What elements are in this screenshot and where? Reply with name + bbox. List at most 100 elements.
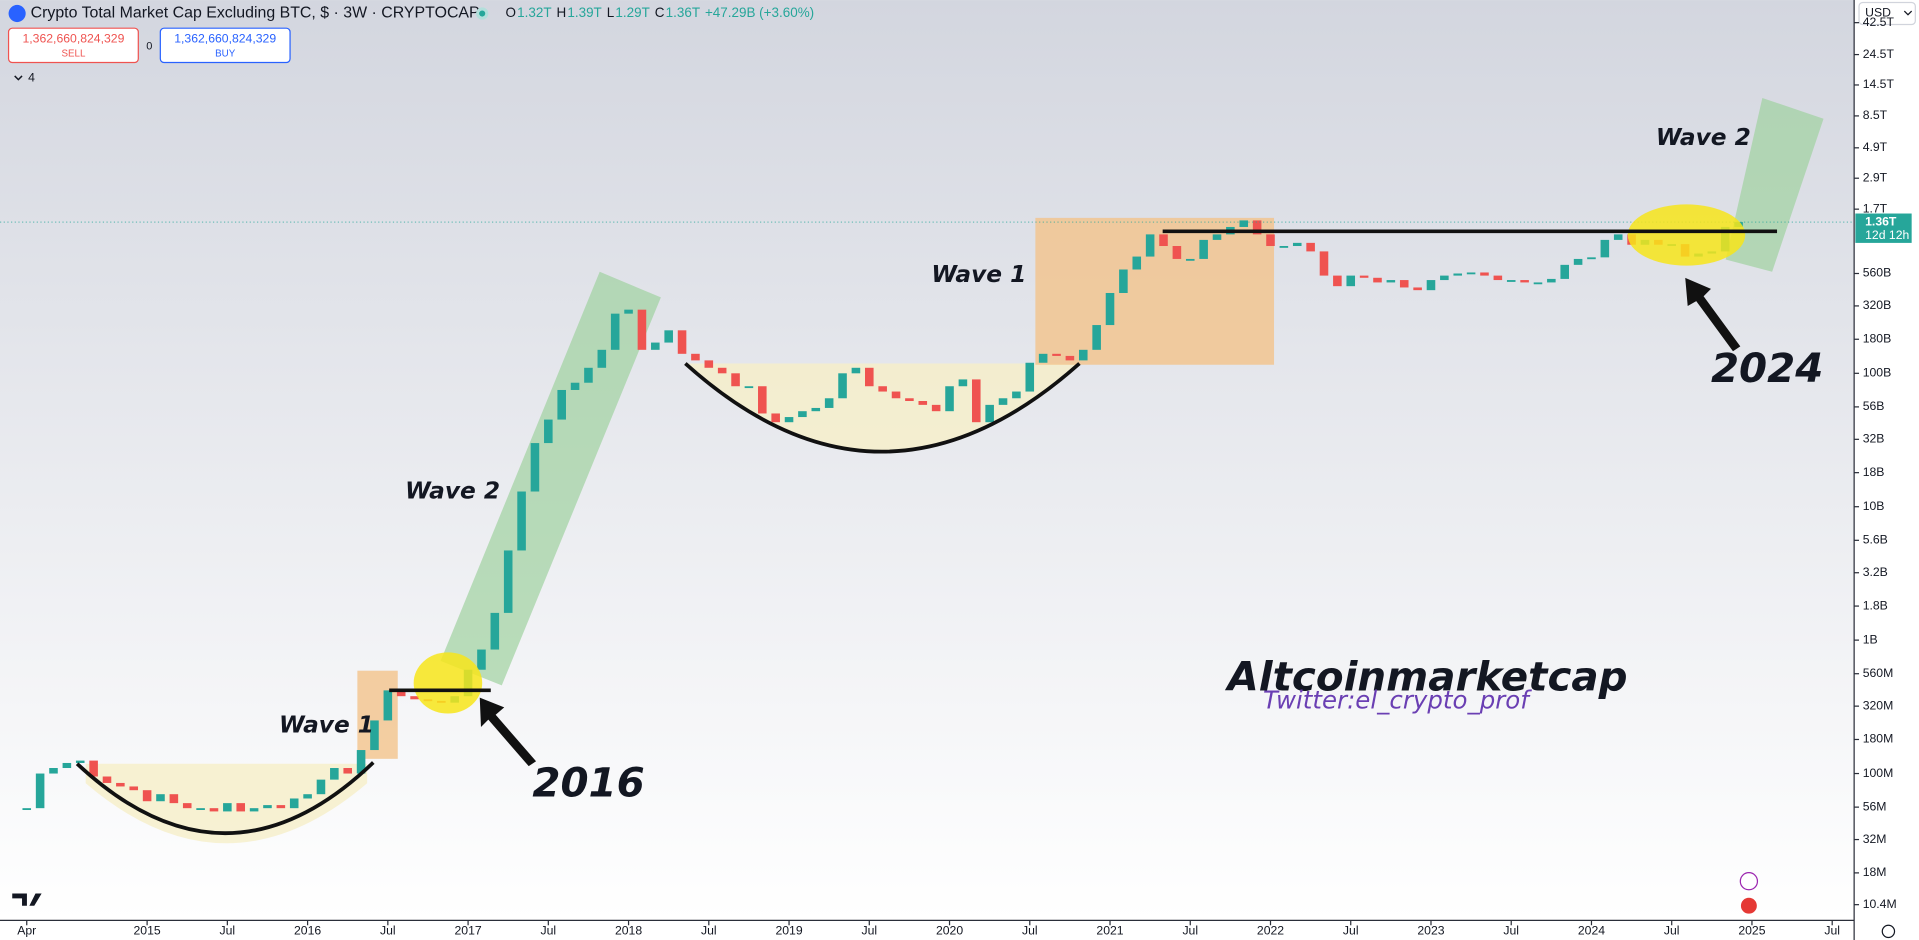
candle (798, 411, 807, 418)
candle (530, 443, 540, 492)
x-tick-label: 2020 (936, 924, 963, 938)
currency-button[interactable] (1858, 1, 1916, 26)
arrow (479, 697, 537, 767)
candle (22, 808, 32, 811)
candle (1506, 280, 1516, 282)
x-tick-label: 2021 (1096, 924, 1123, 938)
annotation: Wave 2 (1656, 124, 1751, 151)
y-tick-label: 10B (1863, 499, 1885, 513)
x-tick-label: Jul (861, 924, 877, 938)
candle (1386, 280, 1396, 283)
symbol-icon (8, 4, 26, 23)
candle (1012, 391, 1021, 399)
y-tick-label: 32M (1863, 832, 1887, 846)
candle (62, 762, 72, 769)
candle (1373, 277, 1382, 283)
candle (1252, 220, 1262, 235)
annotation: 2024 (1711, 345, 1823, 392)
chevron[interactable] (14, 75, 23, 81)
candle (169, 794, 179, 804)
arrow (1685, 277, 1741, 352)
candle (343, 768, 352, 774)
x-tick-label: Jul (1022, 924, 1038, 938)
candle (838, 373, 847, 399)
y-tick-label: 18M (1863, 865, 1887, 879)
candle (1413, 287, 1422, 291)
cup-curve (75, 761, 375, 836)
candle (878, 386, 887, 392)
time-scale-background (0, 920, 1855, 940)
spread: 0 (146, 40, 152, 52)
candle (557, 389, 566, 420)
candle (570, 382, 580, 390)
candle (851, 367, 861, 374)
candle (1025, 362, 1035, 392)
y-tick-label: 10.4M (1863, 897, 1897, 911)
candle (758, 386, 767, 414)
highlight-ellipse (413, 652, 483, 714)
y-tick-label: 180M (1863, 732, 1894, 746)
y-tick-label: 560B (1863, 266, 1892, 280)
candle (597, 349, 607, 368)
candle (1493, 275, 1503, 281)
candle (330, 768, 339, 780)
candle (664, 330, 673, 343)
candle (704, 360, 714, 368)
candle (1292, 242, 1302, 247)
y-tick-label: 5.6B (1863, 533, 1888, 547)
y-tick-label: 8.5T (1863, 108, 1888, 122)
price-scale-background (1854, 0, 1919, 940)
price-tag-value: 1.36T (1865, 214, 1897, 228)
x-tick-label: Jul (541, 924, 557, 938)
annotation: Wave 2 (405, 478, 500, 505)
candle (624, 309, 633, 314)
buy-label: BUY (215, 48, 236, 59)
x-tick-label: Jul (701, 924, 717, 938)
ohlc-value: 1.39T (567, 5, 601, 20)
highlight-ellipse (1627, 204, 1746, 266)
candle (1145, 234, 1155, 257)
indicator-count[interactable]: 4 (28, 71, 35, 85)
y-tick-label: 18B (1863, 465, 1885, 479)
y-tick-label: 14.5T (1863, 77, 1895, 91)
candle (1306, 242, 1315, 252)
candle (1587, 257, 1596, 260)
event-icon[interactable] (1739, 896, 1759, 915)
annotations: Wave 1 2016 Wave 2 Wave 1 Wave 2 2024 Al… (279, 124, 1823, 807)
currency[interactable]: USD (1865, 6, 1891, 20)
candle (1480, 272, 1489, 276)
candle (1453, 273, 1463, 276)
candle (156, 794, 165, 802)
candle (544, 419, 553, 444)
y-tick-label: 32B (1863, 432, 1885, 446)
candle (1065, 355, 1075, 361)
sell-button[interactable] (7, 27, 139, 64)
buy-button[interactable] (159, 27, 291, 64)
candle (1520, 280, 1529, 283)
candle (998, 398, 1008, 405)
x-tick-label: 2016 (294, 924, 321, 938)
x-tick-label: Jul (1824, 924, 1840, 938)
candle (249, 808, 259, 812)
settings-icon[interactable] (1881, 924, 1896, 939)
candle (209, 808, 219, 812)
x-tick-label: 2019 (775, 924, 802, 938)
event-icon[interactable] (1739, 872, 1759, 891)
candle (396, 690, 406, 697)
tv-logo[interactable] (12, 893, 42, 906)
y-tick-label: 560M (1863, 666, 1894, 680)
candle (1105, 292, 1115, 326)
wave-box (1035, 217, 1275, 365)
candle (410, 696, 419, 700)
candle (276, 805, 286, 809)
candle (1573, 258, 1583, 265)
y-tick-label: 1.7T (1863, 201, 1888, 215)
candle (490, 612, 500, 650)
candle (744, 386, 754, 389)
symbol-title[interactable]: Crypto Total Market Cap Excluding BTC, $… (31, 5, 480, 22)
ohlc-value: 1.29T (615, 5, 649, 20)
candle (236, 803, 246, 812)
x-tick-label: Jul (1182, 924, 1198, 938)
y-tick-label: 3.2B (1863, 565, 1888, 579)
annotation: Wave 1 (931, 261, 1026, 288)
